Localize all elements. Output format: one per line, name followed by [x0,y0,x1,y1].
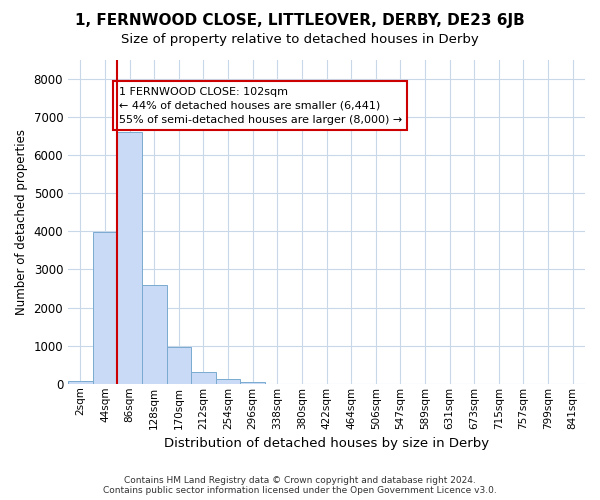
Bar [68,382,92,384]
X-axis label: Distribution of detached houses by size in Derby: Distribution of detached houses by size … [164,437,489,450]
Y-axis label: Number of detached properties: Number of detached properties [15,129,28,315]
Text: Size of property relative to detached houses in Derby: Size of property relative to detached ho… [121,32,479,46]
Bar [142,284,167,384]
Bar [191,372,216,384]
Text: 1, FERNWOOD CLOSE, LITTLEOVER, DERBY, DE23 6JB: 1, FERNWOOD CLOSE, LITTLEOVER, DERBY, DE… [75,12,525,28]
Text: 1 FERNWOOD CLOSE: 102sqm
← 44% of detached houses are smaller (6,441)
55% of sem: 1 FERNWOOD CLOSE: 102sqm ← 44% of detach… [119,86,402,124]
Bar [216,379,241,384]
Bar [241,382,265,384]
Bar [167,347,191,384]
Bar [117,132,142,384]
Text: Contains HM Land Registry data © Crown copyright and database right 2024.
Contai: Contains HM Land Registry data © Crown c… [103,476,497,495]
Bar [92,232,117,384]
